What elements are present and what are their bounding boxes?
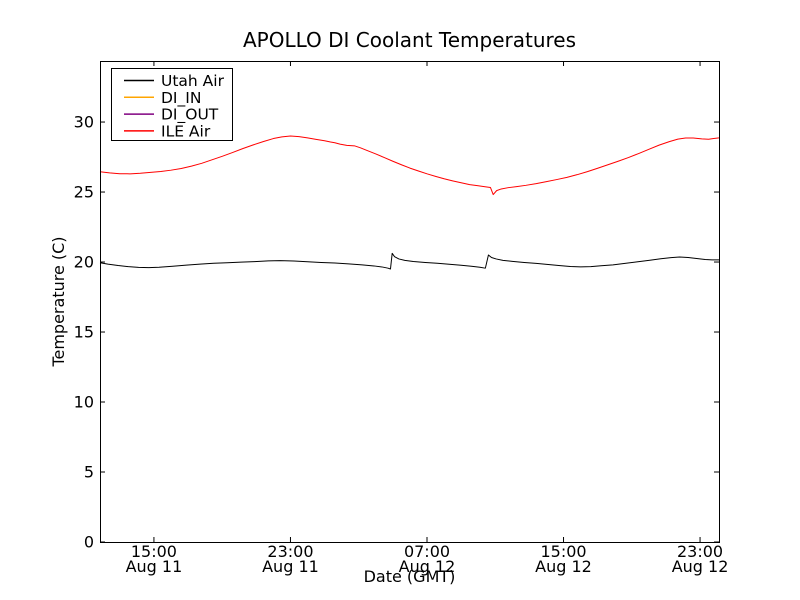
legend-label-di-in: DI_IN [161, 89, 201, 108]
y-tick-label: 15 [74, 323, 94, 342]
series-line-ile-air [99, 135, 720, 196]
x-tick-label-date: Aug 12 [535, 557, 592, 576]
legend-label-di-out: DI_OUT [161, 106, 219, 125]
x-tick-label-time: 15:00 [131, 542, 177, 561]
x-axis-label: Date (GMT) [364, 567, 456, 586]
x-tick-label-time: 15:00 [540, 542, 586, 561]
plot-border [100, 61, 720, 543]
y-tick-label: 30 [74, 113, 94, 132]
x-tick-label-date: Aug 11 [262, 557, 319, 576]
legend-label-utah-air: Utah Air [161, 72, 225, 90]
y-tick-label: 20 [74, 253, 94, 272]
x-tick-label-date: Aug 12 [399, 557, 456, 576]
x-tick-label-time: 23:00 [677, 542, 723, 561]
x-tick-label-time: 07:00 [404, 542, 450, 561]
y-tick-label: 5 [84, 463, 94, 482]
x-tick-label-date: Aug 12 [672, 557, 729, 576]
y-tick-label: 0 [84, 533, 94, 552]
series-line-utah-air [99, 252, 719, 270]
x-tick-label-date: Aug 11 [126, 557, 183, 576]
y-tick-label: 25 [74, 183, 94, 202]
x-tick-label-time: 23:00 [267, 542, 313, 561]
legend-label-ile-air: ILE Air [161, 122, 211, 140]
y-axis-label: Temperature (C) [49, 236, 68, 367]
chart-title: APOLLO DI Coolant Temperatures [243, 28, 576, 52]
y-tick-label: 10 [74, 393, 94, 412]
